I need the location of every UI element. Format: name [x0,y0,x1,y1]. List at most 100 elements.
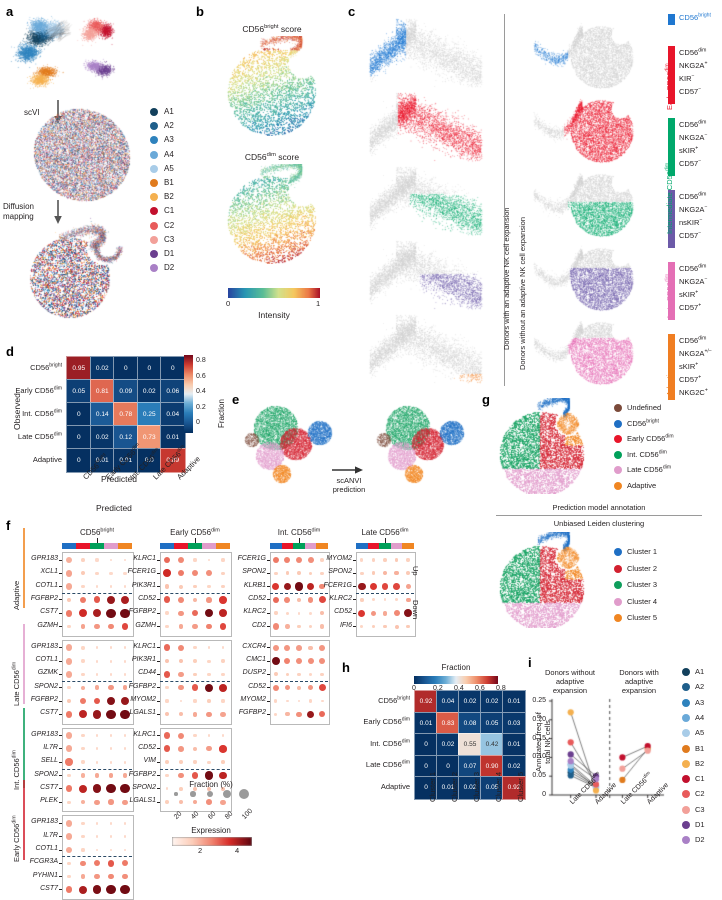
panel-f-row-group-bar [23,624,25,704]
panel-f-dot [221,760,225,764]
panel-f-dot [65,846,73,854]
panel-f-gene-label: FGFBP2 [128,770,156,778]
panel-f-dot [285,624,290,629]
panel-f-gene-label: GPR183 [31,642,58,650]
panel-f-gene-tick [267,647,270,649]
panel-f-gene-label: FGFBP2 [30,696,58,703]
panel-f-dot [80,860,86,867]
panel-f-gene-tick [157,748,160,750]
panel-f-class-colorbar [304,543,317,549]
panel-f-gene-label: KLRC2 [329,594,352,602]
panel-i-legend-label-b2: B2 [695,758,705,768]
panel-f-dot [80,874,86,879]
panel-f-dot [394,571,399,576]
panel-f-dot [163,556,171,564]
panel-c-legend-marker: CD56dim [679,119,707,129]
panel-i-ytick: 0.10 [532,753,546,761]
panel-f-dot [207,659,211,663]
panel-f-dotplot-box [160,639,232,725]
panel-f-dot [78,710,88,719]
panel-i-group-right: Donors with adaptive expansion [619,668,659,695]
panel-f-gene-tick [353,599,356,601]
panel-f-dot [193,786,197,791]
panel-c-legend-marker: NKG2A− [679,276,708,286]
legend-label-d1: D1 [164,249,175,258]
panel-f-gene-label: CXCR4 [242,642,266,650]
panel-f-dot [357,582,366,591]
panel-f-dot [272,596,279,604]
panel-f-dot [163,596,171,604]
panel-f-dot [67,624,71,629]
panel-f-gene-tick [157,572,160,574]
panel-f-gene-label: LGALS1 [129,709,156,717]
panel-f-gene-tick [157,713,160,715]
panel-f-gene-label: CST7 [40,884,58,892]
panel-g-legend-swatch [614,581,622,589]
panel-f-dot [109,835,113,839]
panel-f-dot [319,583,325,590]
panel-f-gene-label: VIM [143,757,156,765]
panel-f-dot [178,799,184,805]
panel-c-divider [504,14,505,386]
panel-f-dot [382,610,388,616]
panel-i-legend-label-a3: A3 [695,697,705,707]
panel-f-dot [67,597,71,602]
panel-g-legend-label: Cluster 4 [627,596,658,606]
panel-f-dot [123,835,127,839]
panel-f-gene-label: MYOM2 [130,696,156,703]
panel-f-gene-tick [157,599,160,601]
panel-f-dot [120,709,130,719]
matrix-cell: 0 [66,425,92,450]
panel-g-legend-swatch [614,614,622,622]
panel-f-dot [193,646,197,650]
matrix-col-label: Cluster 4 [493,771,503,802]
panel-f-dot [78,609,88,618]
panel-f-dot [318,596,326,604]
panel-f-dot [285,712,290,717]
panel-f-gene-label: FCER1G [237,555,266,562]
panel-f-dot [106,696,116,706]
panel-f-gene-label: PYHIN1 [32,871,58,879]
panel-f-gene-tick [59,687,62,689]
panel-f-dot [221,584,225,589]
panel-i-legend-label-d2: D2 [695,835,705,845]
legend-swatch-a5 [150,164,158,173]
panel-f-dot [123,821,127,825]
legend-label-c1: C1 [164,206,175,216]
panel-i-legend-label-b1: B1 [695,743,705,753]
panel-g-legend-label: Int. CD56dim [627,449,667,459]
panel-g-divider [496,515,702,516]
panel-f-dot [121,623,129,630]
matrix-row-label: Late CD56dim [17,431,62,441]
panel-f-dot [178,712,184,717]
panel-i-legend-swatch-a5 [682,729,690,738]
panel-letter-e: e [232,392,239,407]
panel-g-legend-label: Cluster 2 [627,563,658,573]
panel-f-dot [65,732,73,740]
legend-swatch-d2 [150,264,158,273]
panel-f-dot [221,672,225,676]
panel-f-dot [165,611,169,615]
panel-f-dot [284,684,291,691]
panel-f-dot [220,799,226,805]
panel-f-class-colorbar [316,543,328,549]
panel-c-legend-marker: CD57+ [679,374,702,384]
panel-f-expression-colorbar [172,837,252,846]
panel-f-dot [296,685,302,690]
panel-i-legend-swatch-c3 [682,805,690,814]
panel-f-dot [65,609,73,617]
panel-f-gene-label: IL7R [43,743,58,751]
panel-f-dot [65,671,73,678]
panel-f-gene-label: SPON2 [242,568,266,576]
matrix-row-label: Adaptive [32,454,62,464]
panel-f-dot [296,711,302,718]
panel-f-dot [106,885,116,895]
panel-f-class-colorbar [202,543,216,549]
legend-label-b2: B2 [164,192,174,202]
panel-f-gene-label: DUSP2 [242,669,266,677]
panel-f-dot [65,833,73,841]
panel-f-dot [206,623,212,630]
panel-f-dot [221,646,225,650]
panel-f-dot [95,672,99,676]
panel-f-dot [206,799,212,805]
